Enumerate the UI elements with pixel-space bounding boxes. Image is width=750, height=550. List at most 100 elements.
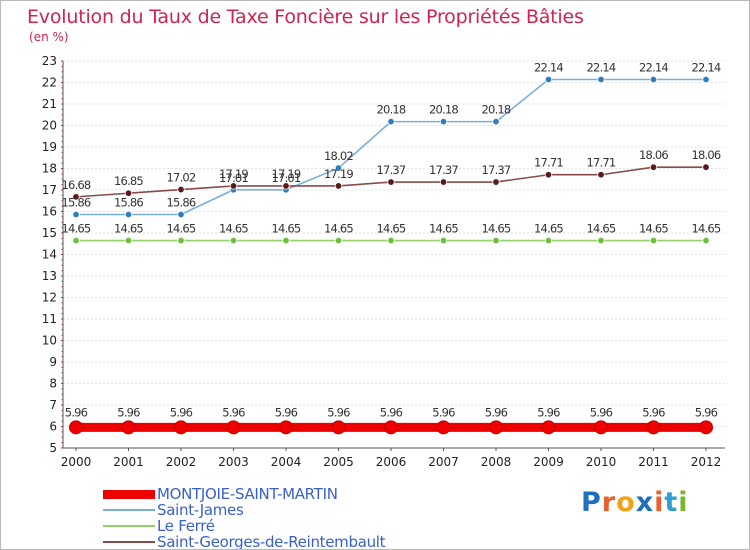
x-tick-label: 2011 xyxy=(638,455,669,469)
data-point xyxy=(649,236,658,245)
data-point xyxy=(492,178,500,186)
data-label: 18.02 xyxy=(324,149,353,163)
y-tick-label: 19 xyxy=(42,140,57,154)
legend-label: Saint-Georges-de-Reintembault xyxy=(157,533,386,550)
data-label: 17.37 xyxy=(429,163,458,177)
data-point xyxy=(387,117,395,126)
y-tick-label: 13 xyxy=(42,269,57,283)
data-point xyxy=(702,75,710,84)
data-point xyxy=(436,420,451,435)
data-label: 22.14 xyxy=(534,60,563,74)
y-tick-label: 10 xyxy=(42,334,57,348)
logo-letter: i xyxy=(678,487,689,518)
data-label: 5.96 xyxy=(275,405,298,419)
data-label: 5.96 xyxy=(432,405,455,419)
data-label: 17.71 xyxy=(534,156,563,170)
x-tick-label: 2012 xyxy=(691,455,722,469)
data-label: 22.14 xyxy=(639,60,668,74)
data-label: 14.65 xyxy=(429,222,458,236)
data-label: 14.65 xyxy=(114,222,143,236)
data-point xyxy=(702,236,710,245)
logo-letter: o xyxy=(616,487,636,518)
data-point xyxy=(544,75,553,84)
series-1 xyxy=(72,75,710,219)
data-point xyxy=(594,420,608,435)
y-tick-label: 8 xyxy=(49,377,57,391)
data-label: 5.96 xyxy=(485,405,508,419)
y-tick-label: 16 xyxy=(42,205,57,219)
x-tick-label: 2005 xyxy=(323,455,354,469)
data-point xyxy=(177,185,185,194)
data-label: 15.86 xyxy=(62,196,91,210)
legend-label: Saint-James xyxy=(157,501,244,519)
data-point xyxy=(489,420,503,435)
y-tick-label: 14 xyxy=(42,248,57,262)
x-tick-label: 2001 xyxy=(113,455,144,469)
y-tick-label: 11 xyxy=(42,312,57,326)
logo-letter: i xyxy=(654,487,665,518)
data-point xyxy=(387,236,395,245)
legend-swatch xyxy=(103,489,155,499)
data-point xyxy=(229,236,238,245)
data-point xyxy=(124,236,133,245)
logo-letter: x xyxy=(635,487,655,518)
y-tick-label: 21 xyxy=(42,97,57,111)
data-point xyxy=(177,236,185,245)
y-tick-label: 7 xyxy=(49,398,57,412)
y-tick-label: 5 xyxy=(49,441,57,455)
data-point xyxy=(174,420,188,435)
data-point xyxy=(544,236,553,245)
data-point xyxy=(597,171,605,179)
data-label: 17.19 xyxy=(219,167,248,181)
data-point xyxy=(121,420,136,435)
x-tick-label: 2007 xyxy=(428,455,459,469)
data-label: 14.65 xyxy=(219,222,248,236)
data-label: 17.37 xyxy=(377,163,406,177)
data-label: 17.01 xyxy=(219,171,248,185)
x-tick-label: 2009 xyxy=(533,455,564,469)
data-label: 14.65 xyxy=(692,222,721,236)
data-label: 5.96 xyxy=(590,405,613,419)
x-tick-label: 2010 xyxy=(586,455,617,469)
y-tick-label: 9 xyxy=(49,355,57,369)
data-point xyxy=(649,163,658,171)
data-point xyxy=(124,210,133,219)
data-point xyxy=(597,236,605,245)
data-label: 18.06 xyxy=(639,148,668,162)
data-point xyxy=(177,210,185,219)
data-label: 5.96 xyxy=(117,405,140,419)
data-point xyxy=(69,420,83,435)
data-point xyxy=(439,236,448,245)
x-tick-label: 2000 xyxy=(61,455,92,469)
data-label: 5.96 xyxy=(65,405,88,419)
y-tick-label: 18 xyxy=(42,162,57,176)
data-label: 5.96 xyxy=(170,405,193,419)
data-point xyxy=(439,117,448,126)
proxiti-logo: Proxiti xyxy=(581,487,689,518)
chart-title: Evolution du Taux de Taxe Foncière sur l… xyxy=(27,6,584,28)
data-label: 22.14 xyxy=(587,60,616,74)
data-point xyxy=(649,75,658,84)
data-point xyxy=(387,178,395,186)
y-tick-label: 6 xyxy=(49,420,57,434)
data-point xyxy=(384,420,398,435)
y-tick-label: 20 xyxy=(42,119,57,133)
x-tick-label: 2003 xyxy=(218,455,249,469)
data-label: 16.68 xyxy=(62,178,91,192)
data-point xyxy=(492,117,500,126)
chart-unit-label: (en %) xyxy=(29,30,69,44)
data-label: 14.65 xyxy=(62,222,91,236)
data-label: 15.86 xyxy=(114,196,143,210)
data-label: 22.14 xyxy=(692,60,721,74)
data-label: 17.01 xyxy=(272,171,301,185)
logo-letter: P xyxy=(581,487,602,518)
data-point xyxy=(226,420,241,435)
y-tick-label: 15 xyxy=(42,226,57,240)
x-tick-label: 2004 xyxy=(271,455,302,469)
x-tick-label: 2008 xyxy=(481,455,512,469)
data-label: 17.71 xyxy=(587,156,616,170)
series-3 xyxy=(72,163,710,201)
data-point xyxy=(282,236,290,245)
